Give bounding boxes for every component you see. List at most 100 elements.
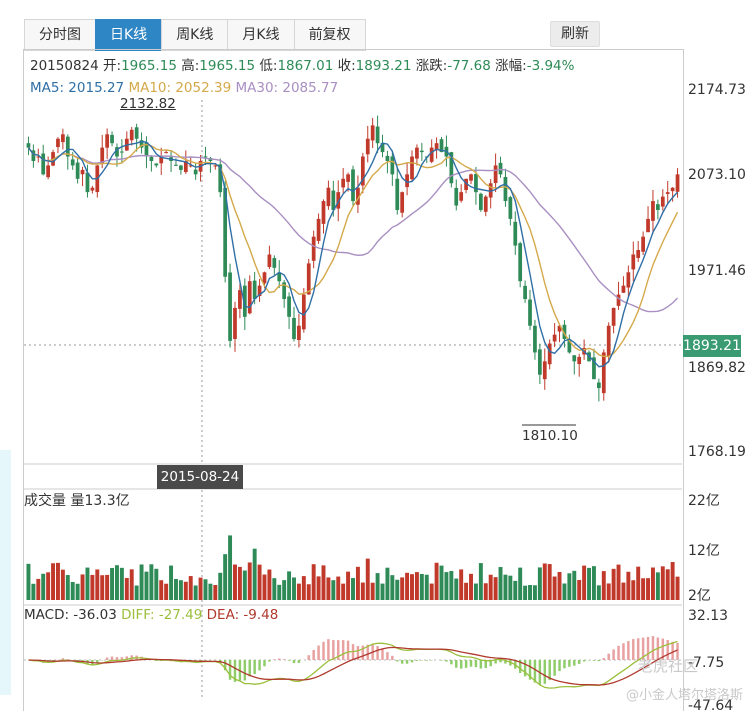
candle-body <box>218 164 223 193</box>
volume-bar <box>380 583 385 600</box>
volume-bar <box>400 577 405 600</box>
volume-tick-1: 22亿 <box>688 493 720 509</box>
volume-bar <box>282 580 287 600</box>
candle-body <box>518 243 523 282</box>
volume-bar <box>636 566 641 600</box>
info-change: -77.68 <box>447 58 491 74</box>
volume-bar <box>582 565 587 600</box>
tab-intraday[interactable]: 分时图 <box>24 19 95 51</box>
info-pct: -3.94% <box>526 58 575 74</box>
refresh-button[interactable]: 刷新 <box>550 21 600 47</box>
volume-bar <box>665 569 670 600</box>
candle-body <box>341 178 346 188</box>
volume-bar <box>223 554 228 600</box>
current-price-tag: 1893.21 <box>683 335 741 357</box>
volume-bar <box>444 572 449 600</box>
volume-bar <box>306 584 311 600</box>
volume-bar <box>124 577 129 600</box>
candle-body <box>454 187 459 206</box>
volume-bar <box>360 582 365 600</box>
volume-bar <box>646 578 651 600</box>
volume-bar <box>262 574 267 600</box>
candle-body <box>400 192 405 213</box>
chart-tab-bar: 分时图 日K线 周K线 月K线 前复权 <box>24 19 366 51</box>
tab-weekly-k[interactable]: 周K线 <box>161 19 228 51</box>
volume-bar <box>675 576 680 600</box>
volume-bar <box>134 585 139 600</box>
volume-bar <box>321 565 326 600</box>
candle-body <box>203 156 208 158</box>
crosshair-date-tag: 2015-08-24 <box>157 465 243 489</box>
volume-bar <box>346 571 351 600</box>
volume-bar <box>414 572 419 600</box>
volume-bar <box>385 567 390 600</box>
candle-body <box>547 343 552 365</box>
volume-bar <box>459 569 464 600</box>
volume-bar <box>405 572 410 600</box>
volume-bar <box>596 585 601 600</box>
volume-bar <box>473 583 478 600</box>
volume-tick-3: 2亿 <box>688 588 711 604</box>
volume-bar <box>429 583 434 600</box>
candle-body <box>469 174 473 181</box>
candle-body <box>636 250 641 258</box>
volume-bar <box>267 569 272 600</box>
candle-body <box>646 218 650 233</box>
tab-forward-adjust[interactable]: 前复权 <box>293 19 366 51</box>
volume-bar <box>331 580 336 600</box>
candle-body <box>360 156 365 186</box>
volume-bar <box>587 567 591 600</box>
info-change-label: 涨跌: <box>415 58 448 74</box>
volume-bar <box>631 580 636 600</box>
candle-body <box>105 134 110 148</box>
candle-body <box>528 299 532 326</box>
candle-body <box>385 155 390 161</box>
ohlc-info-line: 20150824 开:1965.15 高:1965.15 低:1867.01 收… <box>30 54 574 74</box>
volume-bar <box>390 575 395 600</box>
candle-body <box>474 174 478 193</box>
volume-bar <box>449 570 454 600</box>
candle-body <box>503 176 508 202</box>
volume-tick-2: 12亿 <box>688 543 720 559</box>
volume-bar <box>242 570 247 600</box>
candle-body <box>282 282 287 300</box>
volume-bar <box>183 581 188 600</box>
candle-body <box>626 272 631 288</box>
candle-body <box>410 156 414 180</box>
candle-body <box>179 165 183 170</box>
candle-body <box>90 187 95 191</box>
candle-body <box>247 281 252 314</box>
volume-bar <box>277 584 282 600</box>
macd-legend: MACD: -36.03 DIFF: -27.49 DEA: -9.48 <box>24 607 278 623</box>
volume-bar <box>311 564 316 600</box>
candle-body <box>434 143 439 150</box>
candle-body <box>390 156 395 175</box>
candle-body <box>262 272 267 284</box>
macd-dea-line <box>28 646 678 686</box>
volume-bar <box>233 564 237 600</box>
tab-monthly-k[interactable]: 月K线 <box>227 19 294 51</box>
volume-bar <box>144 571 149 600</box>
candle-body <box>478 193 483 210</box>
volume-bar <box>341 583 346 600</box>
volume-bar <box>247 562 252 600</box>
ma-legend: MA5: 2015.27 MA10: 2052.39 MA30: 2085.77 <box>30 80 338 96</box>
tab-daily-k[interactable]: 日K线 <box>95 19 162 51</box>
candle-body <box>238 290 242 309</box>
volume-bar <box>572 570 577 600</box>
candle-body <box>651 201 655 221</box>
volume-bar <box>439 565 444 600</box>
candle-body <box>616 294 621 306</box>
candle-body <box>159 156 164 164</box>
candle-body <box>533 325 537 353</box>
volume-title: 成交量 量13.3亿 <box>24 493 130 509</box>
volume-bar <box>370 582 375 600</box>
candle-body <box>380 142 385 153</box>
volume-bar <box>567 573 572 600</box>
volume-bar <box>621 582 626 600</box>
volume-bar <box>326 577 331 600</box>
watermark-author: @小金人塔尔塔洛斯 <box>626 688 744 703</box>
volume-bar <box>218 572 223 600</box>
volume-bar <box>528 584 532 600</box>
